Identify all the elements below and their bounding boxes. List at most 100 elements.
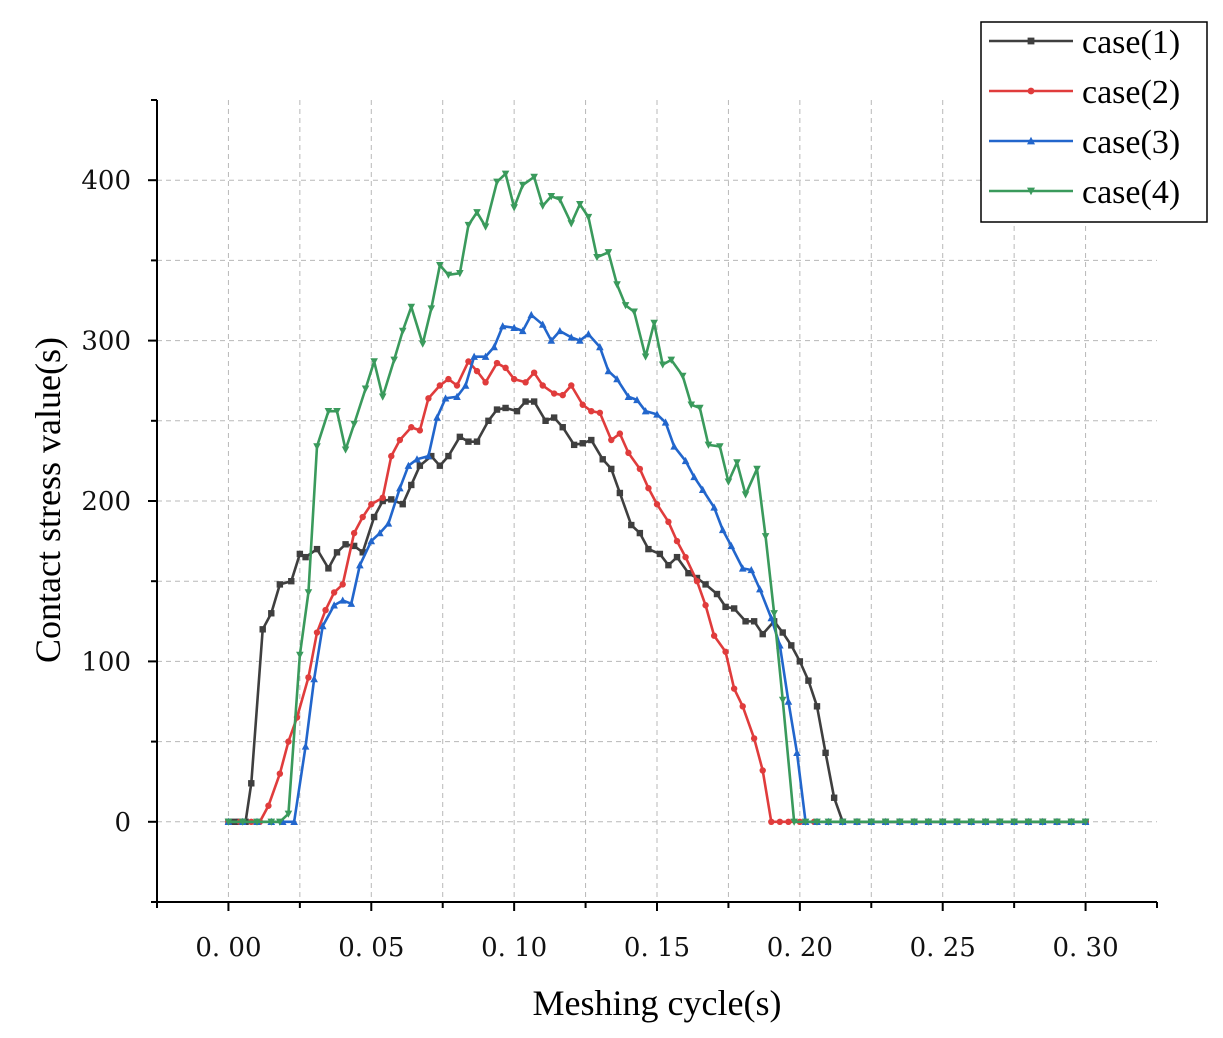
y-tick-label: 400 [81, 166, 131, 196]
data-point [716, 443, 724, 451]
data-point [527, 310, 536, 319]
data-point [718, 525, 727, 534]
data-point [510, 323, 518, 331]
data-point [444, 271, 453, 279]
data-point [305, 674, 312, 681]
data-point [302, 553, 309, 561]
data-point [470, 352, 478, 360]
y-tick-label: 100 [81, 647, 131, 677]
data-point [613, 281, 621, 289]
data-point [747, 565, 756, 574]
data-point [559, 424, 566, 431]
data-point [733, 459, 741, 467]
data-point [538, 202, 547, 210]
data-point [768, 818, 775, 825]
legend-label: case(4) [1082, 174, 1180, 211]
y-tick-label: 300 [81, 327, 131, 357]
data-point [650, 319, 658, 327]
data-point [579, 401, 586, 408]
data-point [518, 326, 527, 335]
data-point [350, 420, 358, 429]
data-point [445, 452, 452, 460]
data-point [628, 521, 635, 529]
data-point [696, 404, 704, 412]
data-point [910, 818, 918, 826]
data-point [567, 220, 576, 228]
data-point [501, 170, 510, 178]
data-point [881, 818, 890, 826]
data-point [456, 433, 464, 441]
data-point [510, 204, 518, 212]
data-point [350, 529, 358, 537]
data-point [547, 193, 556, 201]
data-point [641, 353, 650, 361]
data-point [399, 501, 406, 508]
data-point [388, 496, 395, 503]
data-point [304, 589, 313, 597]
data-point [356, 561, 364, 569]
data-point [670, 442, 678, 450]
data-point [284, 810, 293, 818]
data-point [453, 382, 461, 389]
data-point [568, 382, 575, 389]
data-point [682, 553, 689, 561]
data-point [310, 675, 318, 683]
x-tick-label: 0. 10 [481, 933, 547, 963]
data-point [379, 494, 386, 501]
data-point [838, 818, 847, 826]
data-point [481, 223, 490, 231]
data-point [570, 441, 578, 449]
data-point [741, 491, 750, 499]
data-point [330, 589, 338, 596]
data-point [616, 489, 624, 497]
data-point [347, 599, 356, 607]
data-point [1053, 818, 1061, 826]
data-point [830, 794, 838, 801]
data-point [624, 392, 633, 400]
data-point [596, 409, 604, 416]
data-point [248, 780, 255, 787]
series-lines [224, 170, 1090, 826]
data-point [370, 358, 378, 366]
data-point [493, 406, 501, 413]
data-point [436, 262, 444, 270]
axes: 0. 00 0. 05 0. 10 0. 15 0. 20 0. 25 0. 30 0 100 2… [81, 99, 1158, 963]
legend-box [980, 21, 1208, 223]
data-point [276, 770, 284, 777]
x-tick-label: 0. 25 [910, 933, 976, 963]
data-point [813, 703, 821, 710]
data-point [678, 372, 687, 380]
data-point [584, 330, 593, 338]
data-point [445, 375, 452, 383]
data-point [576, 201, 584, 209]
data-point [482, 379, 489, 386]
data-point [693, 578, 701, 585]
data-point [538, 320, 547, 328]
data-point [738, 564, 747, 572]
data-point [493, 178, 501, 186]
data-point [645, 545, 652, 553]
data-point [285, 738, 292, 745]
data-point [822, 749, 829, 757]
data-point [259, 626, 266, 633]
data-point [413, 455, 421, 463]
data-point [465, 358, 472, 365]
data-point [339, 581, 346, 588]
data-point [690, 472, 698, 481]
data-point [687, 401, 696, 409]
data-point [424, 452, 433, 460]
data-point [588, 407, 595, 415]
data-point [665, 561, 672, 569]
data-point [608, 436, 615, 444]
data-point [485, 417, 492, 424]
data-point [633, 395, 641, 404]
data-point [665, 518, 672, 526]
data-point [502, 404, 509, 412]
data-point [645, 484, 652, 492]
data-point [576, 336, 584, 344]
data-point [621, 302, 630, 310]
x-tick-label: 0. 15 [624, 933, 690, 963]
data-point [473, 367, 481, 375]
data-point [673, 553, 681, 561]
legend-item: case(3) [989, 124, 1180, 161]
